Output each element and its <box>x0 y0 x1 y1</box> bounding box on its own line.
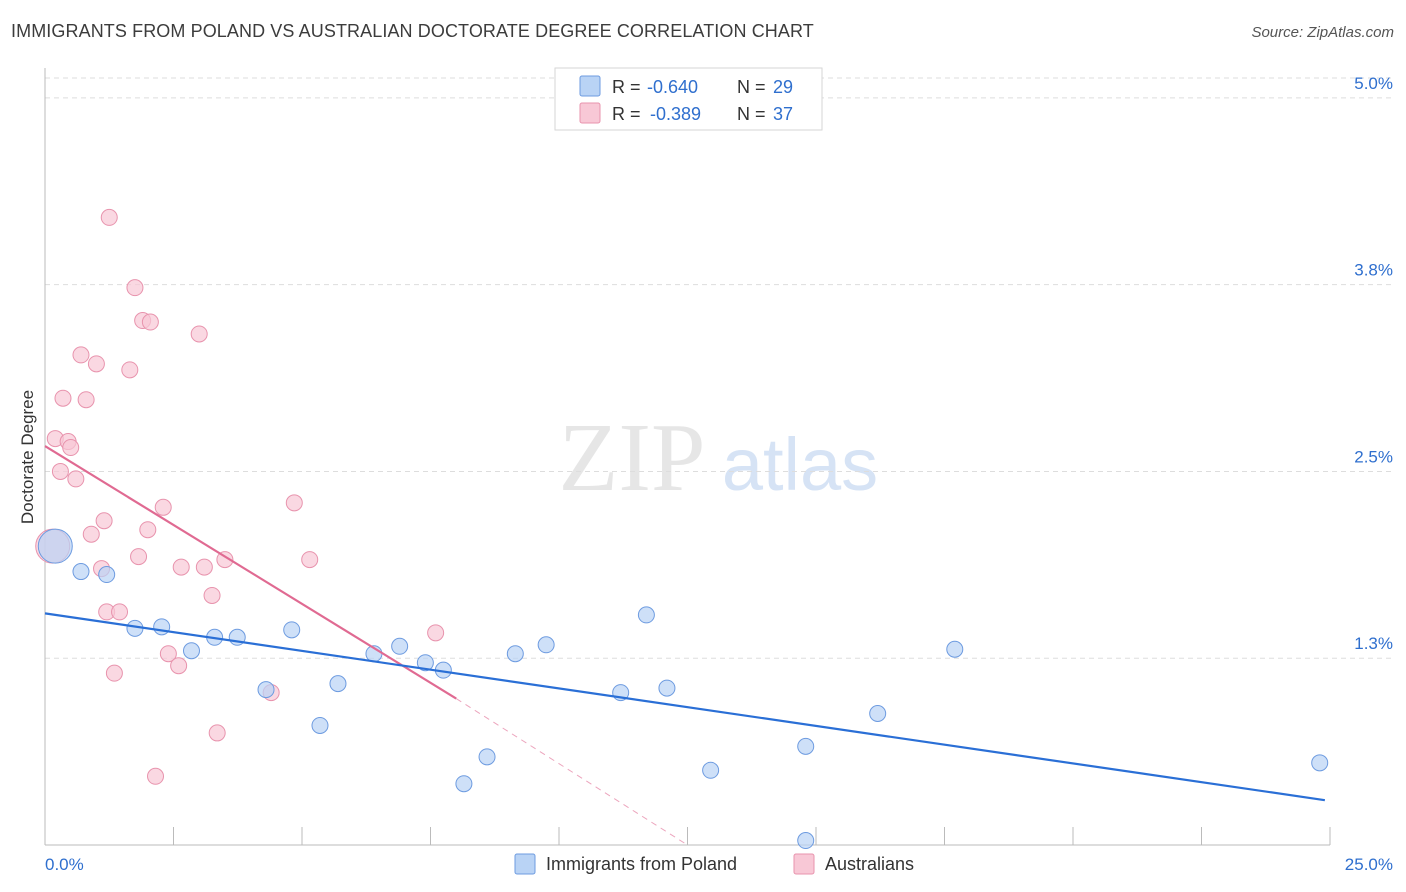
point-australians <box>82 525 100 543</box>
point-australians <box>301 551 319 569</box>
point-poland <box>283 621 301 639</box>
point-poland <box>455 775 473 793</box>
legend-n-label-1: N = <box>737 77 766 97</box>
point-poland <box>153 618 171 636</box>
chart-title: IMMIGRANTS FROM POLAND VS AUSTRALIAN DOC… <box>11 21 814 41</box>
watermark-atlas: atlas <box>722 423 878 506</box>
point-poland <box>98 566 116 584</box>
point-poland <box>257 681 275 699</box>
point-australians <box>139 521 157 539</box>
point-australians <box>130 548 148 566</box>
legend-r-value-1: -0.640 <box>647 77 698 97</box>
series-legend-label-australians: Australians <box>825 854 914 874</box>
point-australians <box>216 551 234 569</box>
point-australians <box>54 389 72 407</box>
point-poland <box>702 761 720 779</box>
y-tick-labels: 1.3% 2.5% 3.8% 5.0% <box>1354 74 1393 653</box>
point-australians <box>203 586 221 604</box>
legend-swatch-australians <box>579 102 601 124</box>
point-australians <box>208 724 226 742</box>
trend-line-poland <box>44 612 1326 802</box>
point-poland <box>329 675 347 693</box>
point-australians <box>126 279 144 297</box>
source-label[interactable]: Source: ZipAtlas.com <box>1251 24 1394 41</box>
y-tick-label: 5.0% <box>1354 74 1393 93</box>
point-poland <box>37 528 73 564</box>
point-poland <box>869 705 887 723</box>
point-australians <box>111 603 129 621</box>
point-australians <box>427 624 445 642</box>
point-poland <box>658 679 676 697</box>
legend-n-value-2: 37 <box>773 104 793 124</box>
legend-swatch-poland <box>579 75 601 97</box>
correlation-legend: R = -0.640 N = 29 R = -0.389 N = 37 <box>554 67 823 131</box>
series-legend-swatch-australians <box>793 853 815 875</box>
data-points <box>35 208 1329 850</box>
point-poland <box>797 832 815 850</box>
watermark: ZIP atlas <box>559 404 879 512</box>
legend-r-value-2: -0.389 <box>650 104 701 124</box>
y-tick-label: 3.8% <box>1354 261 1393 280</box>
point-poland <box>637 606 655 624</box>
point-australians <box>159 645 177 663</box>
point-poland <box>797 737 815 755</box>
point-poland <box>506 645 524 663</box>
point-australians <box>172 558 190 576</box>
point-australians <box>51 462 69 480</box>
point-australians <box>121 361 139 379</box>
point-australians <box>195 558 213 576</box>
point-poland <box>946 640 964 658</box>
point-australians <box>147 767 165 785</box>
legend-r-label-2: R = <box>612 104 641 124</box>
point-poland <box>391 637 409 655</box>
point-australians <box>62 439 80 457</box>
point-australians <box>100 208 118 226</box>
point-poland <box>311 716 329 734</box>
point-poland <box>182 642 200 660</box>
y-tick-label: 2.5% <box>1354 447 1393 466</box>
point-poland <box>478 748 496 766</box>
trend-lines <box>455 698 688 846</box>
x-tick-label-max: 25.0% <box>1345 855 1393 874</box>
series-legend: Immigrants from Poland Australians <box>514 853 914 875</box>
point-australians <box>190 325 208 343</box>
x-tick-label-min: 0.0% <box>45 855 84 874</box>
legend-r-label-1: R = <box>612 77 641 97</box>
point-australians <box>154 498 172 516</box>
point-australians <box>141 313 159 331</box>
point-australians <box>170 657 188 675</box>
point-australians <box>285 494 303 512</box>
point-australians <box>87 355 105 373</box>
series-legend-label-poland: Immigrants from Poland <box>546 854 737 874</box>
point-poland <box>72 563 90 581</box>
trend-line-australians <box>44 445 457 700</box>
point-australians <box>77 391 95 409</box>
point-australians <box>95 512 113 530</box>
legend-n-value-1: 29 <box>773 77 793 97</box>
axes <box>44 68 1331 846</box>
trend-line-australians-extension <box>455 698 688 846</box>
point-australians <box>72 346 90 364</box>
legend-n-label-2: N = <box>737 104 766 124</box>
watermark-zip: ZIP <box>559 404 706 512</box>
point-poland <box>416 654 434 672</box>
point-australians <box>67 470 85 488</box>
point-poland <box>537 636 555 654</box>
series-legend-swatch-poland <box>514 853 536 875</box>
y-tick-label: 1.3% <box>1354 634 1393 653</box>
point-australians <box>105 664 123 682</box>
point-poland <box>1311 754 1329 772</box>
